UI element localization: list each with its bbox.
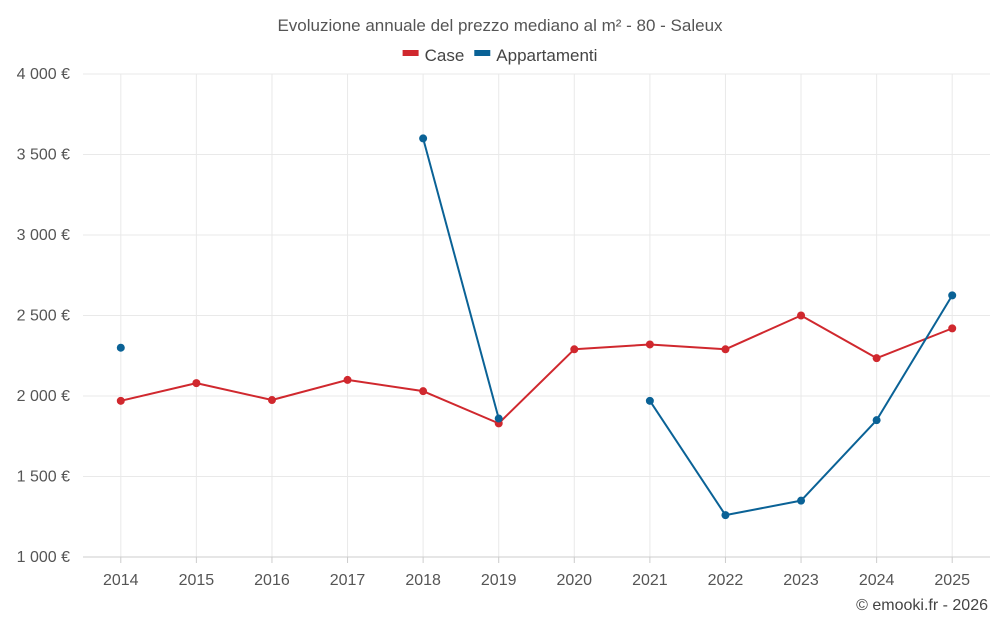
series-layer: [116, 134, 957, 520]
axes: 1 000 € 1 500 € 2 000 € 2 500 € 3 000 € 3 500…: [17, 66, 990, 589]
x-tick-label: 2021: [632, 572, 668, 589]
series-line: [120, 314, 953, 425]
legend-swatch: [402, 50, 419, 56]
legend-label: Appartamenti: [496, 46, 597, 65]
data-point[interactable]: [872, 416, 881, 425]
data-point[interactable]: [267, 396, 276, 405]
y-tick-label: 2 000 €: [17, 388, 70, 405]
legend-swatch: [474, 50, 491, 56]
legend-item-appartamenti[interactable]: Appartamenti: [474, 46, 597, 65]
data-point[interactable]: [116, 343, 125, 352]
grid: [83, 73, 990, 557]
x-tick-label: 2014: [103, 572, 139, 589]
data-point[interactable]: [797, 311, 806, 320]
series-appartamenti: [116, 134, 957, 520]
data-point[interactable]: [419, 387, 428, 396]
data-point[interactable]: [116, 396, 125, 405]
data-point[interactable]: [494, 414, 503, 423]
x-tick-label: 2024: [859, 572, 895, 589]
x-tick-label: 2018: [405, 572, 441, 589]
data-point[interactable]: [645, 340, 654, 349]
series-line: [422, 138, 500, 419]
y-tick-label: 4 000 €: [17, 66, 70, 83]
legend-item-case[interactable]: Case: [402, 46, 465, 65]
y-tick-label: 2 500 €: [17, 308, 70, 325]
legend-label: Case: [425, 46, 465, 65]
chart-title: Evoluzione annuale del prezzo mediano al…: [277, 16, 723, 35]
legend[interactable]: Case Appartamenti: [402, 46, 598, 65]
data-point[interactable]: [872, 354, 881, 363]
x-tick-label: 2016: [254, 572, 290, 589]
data-point[interactable]: [645, 396, 654, 405]
data-point[interactable]: [797, 496, 806, 505]
data-point[interactable]: [721, 511, 730, 520]
data-point[interactable]: [419, 134, 428, 143]
data-point[interactable]: [570, 345, 579, 354]
x-tick-label: 2019: [481, 572, 517, 589]
data-point[interactable]: [343, 375, 352, 384]
credit-text: © emooki.fr - 2026: [856, 597, 988, 614]
x-tick-label: 2017: [330, 572, 366, 589]
y-tick-label: 3 000 €: [17, 227, 70, 244]
x-tick-label: 2023: [783, 572, 819, 589]
data-point[interactable]: [948, 291, 957, 300]
x-tick-label: 2025: [934, 572, 970, 589]
data-point[interactable]: [721, 345, 730, 354]
x-tick-label: 2022: [708, 572, 744, 589]
data-point[interactable]: [192, 379, 201, 388]
series-case: [116, 311, 957, 428]
x-tick-label: 2015: [179, 572, 215, 589]
y-tick-label: 1 500 €: [17, 469, 70, 486]
data-point[interactable]: [948, 324, 957, 333]
x-tick-label: 2020: [556, 572, 592, 589]
y-tick-label: 1 000 €: [17, 549, 70, 566]
y-tick-label: 3 500 €: [17, 147, 70, 164]
